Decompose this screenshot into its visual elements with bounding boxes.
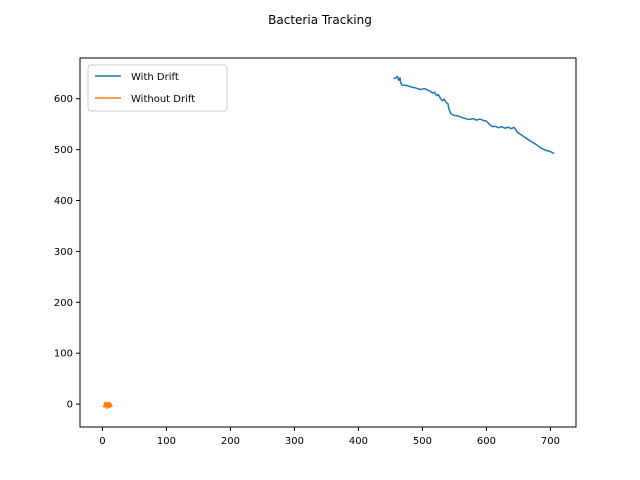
legend-label-2: Without Drift [131,94,195,105]
x-tick-label-6: 600 [477,436,496,447]
series-line-2 [102,401,113,409]
y-tick-label-1: 100 [54,349,73,360]
y-tick-label-5: 500 [54,145,73,156]
y-tick-label-2: 200 [54,298,73,309]
x-tick-label-3: 300 [285,436,304,447]
plot-frame [79,57,577,428]
axes: 0 100 200 300 400 500 600 700 0 100 200 300 400 500 60… [54,94,560,447]
legend: With Drift Without Drift [87,64,228,112]
x-tick-label-4: 400 [349,436,368,447]
x-tick-label-2: 200 [221,436,240,447]
series-line-1 [393,75,555,154]
y-tick-label-6: 600 [54,94,73,105]
legend-label-1: With Drift [131,72,179,83]
x-tick-label-0: 0 [99,436,105,447]
x-tick-label-7: 700 [541,436,560,447]
y-tick-label-0: 0 [67,400,73,411]
x-tick-label-1: 100 [157,436,176,447]
chart-title: Bacteria Tracking [268,13,372,27]
legend-box [87,64,228,112]
y-tick-label-4: 400 [54,196,73,207]
y-tick-label-3: 300 [54,247,73,258]
x-tick-label-5: 500 [413,436,432,447]
plot-area [102,75,555,409]
